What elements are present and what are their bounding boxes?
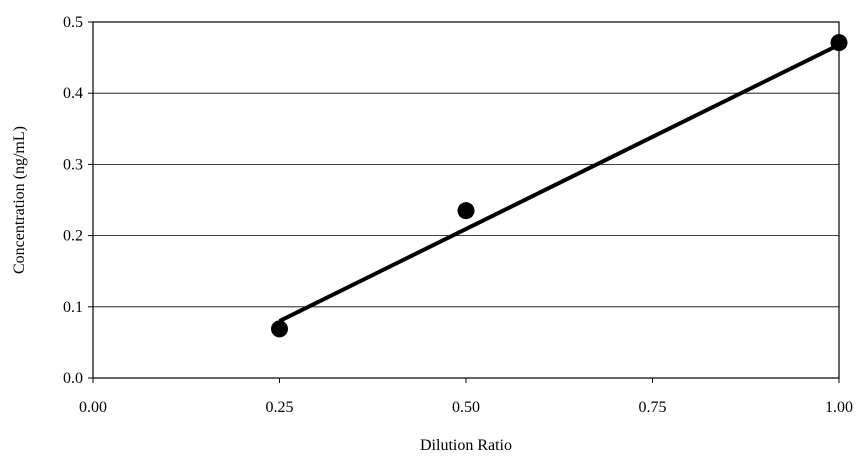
y-tick-label: 0.5 bbox=[63, 14, 83, 31]
data-point bbox=[830, 34, 848, 52]
x-tick-label: 1.00 bbox=[825, 399, 853, 416]
y-axis-ticks: 0.0 0.1 0.2 0.3 0.4 0.5 bbox=[63, 14, 93, 387]
x-axis-title: Dilution Ratio bbox=[420, 437, 512, 454]
data-points bbox=[271, 34, 848, 338]
x-tick-label: 0.25 bbox=[266, 399, 294, 416]
y-tick-label: 0.0 bbox=[63, 370, 83, 387]
trendline bbox=[278, 42, 840, 323]
y-axis-title: Concentration (ng/mL) bbox=[11, 126, 28, 274]
x-tick-label: 0.75 bbox=[639, 399, 667, 416]
plot-area-frame bbox=[92, 21, 840, 379]
y-tick-label: 0.3 bbox=[63, 156, 83, 173]
data-point bbox=[271, 320, 288, 338]
x-tick-label: 0.50 bbox=[452, 399, 480, 416]
x-axis-ticks: 0.00 0.25 0.50 0.75 1.00 bbox=[79, 378, 853, 416]
y-tick-label: 0.1 bbox=[63, 299, 83, 316]
y-tick-label: 0.2 bbox=[63, 228, 83, 245]
gridlines bbox=[93, 92, 839, 308]
data-point bbox=[457, 202, 475, 220]
y-tick-label: 0.4 bbox=[63, 85, 83, 102]
x-tick-label: 0.00 bbox=[79, 399, 107, 416]
